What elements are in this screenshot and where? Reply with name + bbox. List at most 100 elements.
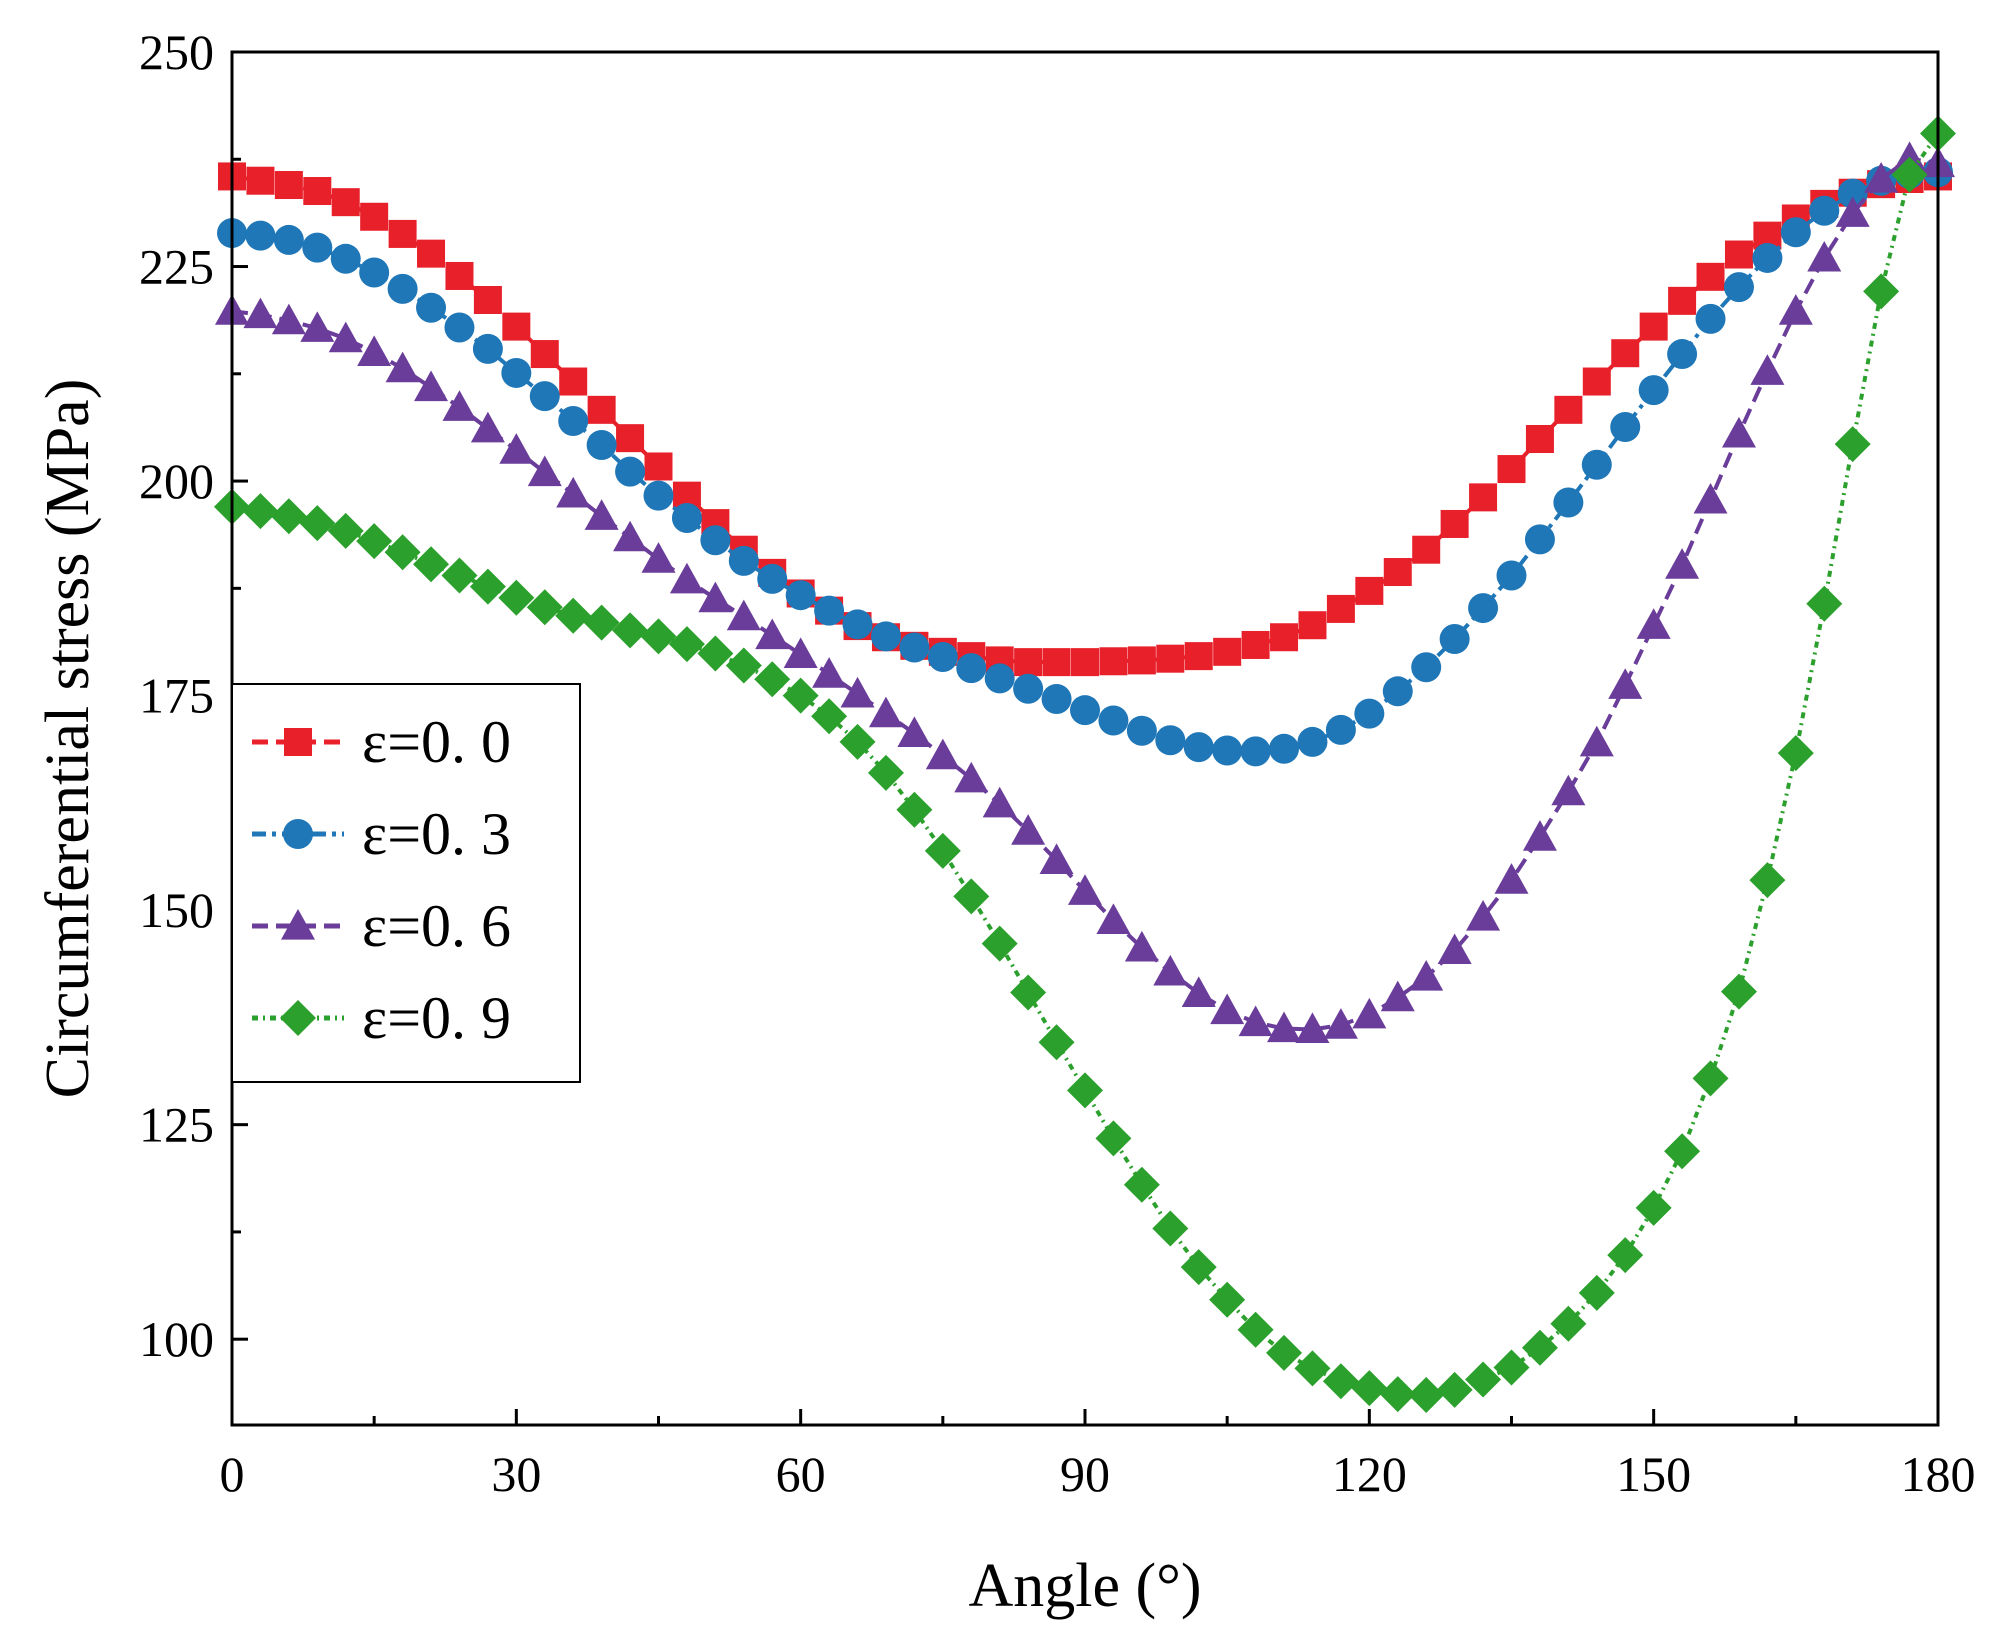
data-point <box>671 502 702 533</box>
data-point <box>529 381 560 412</box>
data-point <box>469 568 506 605</box>
data-point <box>1692 1060 1729 1097</box>
data-point <box>1042 648 1071 677</box>
data-point <box>385 351 420 383</box>
data-point <box>1322 1363 1359 1400</box>
data-point <box>1780 217 1811 248</box>
data-point <box>1096 903 1131 935</box>
data-point <box>725 647 762 684</box>
data-point <box>1295 1012 1330 1044</box>
y-tick-label: 225 <box>139 239 214 295</box>
x-tick-label: 60 <box>776 1446 826 1502</box>
y-tick-label: 100 <box>139 1311 214 1367</box>
data-point <box>728 545 759 576</box>
data-point <box>1891 156 1928 193</box>
data-point <box>613 520 648 552</box>
data-point <box>1436 1371 1473 1408</box>
data-point <box>640 618 677 655</box>
data-point <box>1494 863 1529 894</box>
data-point <box>1611 339 1640 368</box>
data-point <box>388 219 417 248</box>
data-point <box>1124 930 1159 962</box>
data-point <box>1553 487 1584 518</box>
data-point <box>559 367 588 396</box>
data-point <box>527 455 562 487</box>
data-point <box>1835 196 1870 227</box>
legend-item: ε=0. 0 <box>252 709 511 775</box>
data-point <box>668 626 705 663</box>
data-point <box>697 635 734 672</box>
y-axis-title: Circumferential stress (MPa) <box>34 379 102 1099</box>
data-point <box>1351 1370 1388 1407</box>
legend: ε=0. 0 ε=0. 3 ε=0. 6 ε=0. 9 <box>231 683 581 1083</box>
data-point <box>1184 642 1213 671</box>
data-point <box>1266 1334 1303 1371</box>
data-point <box>1863 273 1900 310</box>
data-point <box>897 716 932 747</box>
data-point <box>1693 482 1728 514</box>
data-point <box>1665 548 1700 579</box>
data-point <box>811 698 848 735</box>
data-point <box>1241 630 1270 659</box>
data-point <box>356 523 393 560</box>
data-point <box>1098 705 1129 736</box>
data-point <box>1750 354 1785 385</box>
data-point <box>1326 594 1355 623</box>
data-point <box>1806 585 1843 622</box>
data-point <box>1237 1311 1274 1348</box>
data-point <box>387 273 418 304</box>
data-point <box>1465 1361 1502 1398</box>
data-point <box>502 312 531 341</box>
data-point <box>1578 1274 1615 1311</box>
legend-marker <box>280 1000 316 1036</box>
y-tick-label: 150 <box>139 882 214 938</box>
x-axis-title: Angle (°) <box>968 1552 1201 1620</box>
data-point <box>331 188 360 217</box>
legend-item: ε=0. 9 <box>252 985 511 1051</box>
data-point <box>1412 535 1441 564</box>
data-point <box>1240 736 1271 767</box>
data-point <box>755 618 790 650</box>
data-point <box>1550 1305 1587 1342</box>
data-point <box>1070 695 1100 726</box>
data-point <box>1071 648 1099 677</box>
data-point <box>1521 1329 1558 1366</box>
data-point <box>360 202 389 231</box>
data-point <box>1153 954 1188 986</box>
data-point <box>1581 449 1612 480</box>
data-point <box>783 637 818 669</box>
data-point <box>1352 997 1387 1029</box>
series-2 <box>215 141 1955 1044</box>
data-point <box>357 335 392 366</box>
data-point <box>1180 1249 1217 1286</box>
data-point <box>555 597 592 634</box>
data-point <box>1579 725 1614 757</box>
data-point <box>1493 1349 1530 1386</box>
data-point <box>669 562 704 594</box>
data-point <box>1354 698 1385 729</box>
data-point <box>1778 294 1813 325</box>
data-point <box>616 424 645 453</box>
x-tick-label: 150 <box>1616 1446 1691 1502</box>
data-point <box>1752 242 1783 273</box>
data-point <box>1554 395 1583 424</box>
data-point <box>270 498 307 535</box>
data-point <box>1834 426 1871 463</box>
data-point <box>1409 960 1444 991</box>
data-point <box>586 430 617 461</box>
data-point <box>1380 980 1415 1012</box>
data-point <box>1892 141 1927 173</box>
data-point <box>1212 735 1243 766</box>
data-point <box>925 738 960 770</box>
data-point <box>1696 262 1725 291</box>
data-point <box>1667 339 1698 370</box>
data-point <box>1325 714 1356 745</box>
data-point <box>1379 1376 1416 1413</box>
data-point <box>785 580 816 611</box>
data-point <box>1068 874 1102 905</box>
data-point <box>1156 644 1185 673</box>
data-point <box>899 632 930 663</box>
data-point <box>1039 843 1074 874</box>
data-point <box>273 224 304 255</box>
data-point <box>1551 774 1586 806</box>
